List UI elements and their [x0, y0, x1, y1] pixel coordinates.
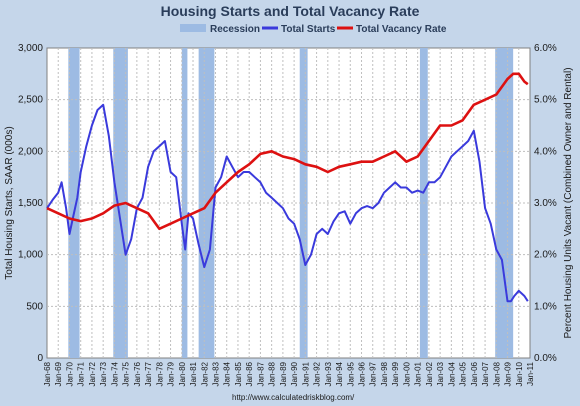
chart-title: Housing Starts and Total Vacancy Rate [161, 3, 420, 19]
y-axis-left-label: Total Housing Starts, SAAR (000s) [4, 126, 15, 279]
x-tick-label: Jan-02 [425, 361, 434, 386]
legend-label-vacancy-rate: Total Vacancy Rate [356, 24, 447, 35]
x-tick-label: Jan-69 [54, 361, 63, 386]
y-left-tick-label: 2,500 [18, 95, 43, 106]
x-tick-label: Jan-10 [515, 361, 524, 386]
x-tick-label: Jan-06 [470, 361, 479, 386]
x-tick-label: Jan-68 [43, 361, 52, 386]
x-tick-label: Jan-77 [144, 361, 153, 386]
x-tick-label: Jan-84 [223, 361, 232, 386]
x-tick-label: Jan-80 [178, 361, 187, 386]
x-tick-label: Jan-86 [245, 361, 254, 386]
x-tick-label: Jan-91 [301, 361, 310, 386]
x-tick-label: Jan-82 [200, 361, 209, 386]
x-tick-label: Jan-94 [335, 361, 344, 386]
x-tick-label: Jan-70 [66, 361, 75, 386]
y-left-tick-label: 1,500 [18, 198, 43, 209]
x-tick-label: Jan-87 [256, 361, 265, 386]
x-tick-label: Jan-99 [391, 361, 400, 386]
x-tick-label: Jan-97 [369, 361, 378, 386]
grid-lines [47, 48, 530, 358]
y-right-tick-label: 5.0% [534, 95, 557, 106]
x-tick-label: Jan-01 [414, 361, 423, 386]
source-credit: http://www.calculatedriskblog.com/ [232, 393, 355, 402]
y-right-tick-label: 6.0% [534, 43, 557, 54]
x-tick-label: Jan-08 [492, 361, 501, 386]
x-tick-label: Jan-92 [313, 361, 322, 386]
recession-band-0 [68, 48, 80, 358]
legend-label-recession: Recession [210, 24, 260, 35]
y-right-tick-label: 2.0% [534, 250, 557, 261]
y-left-tick-label: 3,000 [18, 43, 43, 54]
x-tick-label: Jan-71 [77, 361, 86, 386]
y-left-tick-label: 1,000 [18, 250, 43, 261]
x-tick-label: Jan-88 [268, 361, 277, 386]
series-layer [46, 72, 529, 303]
x-tick-label: Jan-89 [279, 361, 288, 386]
x-tick-label: Jan-83 [212, 361, 221, 386]
x-tick-label: Jan-75 [122, 361, 131, 386]
legend: Recession Total Starts Total Vacancy Rat… [180, 24, 447, 35]
x-tick-label: Jan-78 [155, 361, 164, 386]
x-tick-label: Jan-79 [167, 361, 176, 386]
x-tick-label: Jan-81 [189, 361, 198, 386]
x-tick-label: Jan-96 [358, 361, 367, 386]
y-right-tick-label: 1.0% [534, 301, 557, 312]
x-tick-label: Jan-74 [110, 361, 119, 386]
y-right-tick-label: 0.0% [534, 353, 557, 364]
x-tick-label: Jan-11 [526, 361, 535, 385]
x-tick-label: Jan-04 [447, 361, 456, 386]
x-tick-label: Jan-76 [133, 361, 142, 386]
y-right-tick-label: 3.0% [534, 198, 557, 209]
x-tick-label: Jan-93 [324, 361, 333, 386]
x-tick-label: Jan-85 [234, 361, 243, 386]
x-tick-label: Jan-07 [481, 361, 490, 386]
series-line-total-starts [46, 103, 529, 303]
legend-label-total-starts: Total Starts [281, 24, 336, 35]
x-tick-label: Jan-00 [402, 361, 411, 386]
x-tick-label: Jan-73 [99, 361, 108, 386]
x-tick-label: Jan-09 [504, 361, 513, 386]
x-tick-label: Jan-98 [380, 361, 389, 386]
y-axis-right: 0.0% 1.0% 2.0% 3.0% 4.0% 5.0% 6.0% [534, 43, 557, 364]
legend-swatch-recession [180, 24, 206, 32]
x-tick-label: Jan-05 [459, 361, 468, 386]
x-axis: Jan-68 Jan-69 Jan-70 Jan-71 Jan-72 Jan-73 Jan-… [43, 361, 535, 386]
x-tick-label: Jan-03 [436, 361, 445, 386]
y-axis-left: 0 500 1,000 1,500 2,000 2,500 3,000 [18, 43, 43, 364]
series-line-total-vacancy-rate [46, 72, 529, 231]
y-left-tick-label: 0 [37, 353, 43, 364]
y-left-tick-label: 2,000 [18, 146, 43, 157]
x-tick-label: Jan-90 [290, 361, 299, 386]
y-right-tick-label: 4.0% [534, 146, 557, 157]
x-tick-label: Jan-95 [346, 361, 355, 386]
y-axis-right-label: Percent Housing Units Vacant (Combined O… [563, 67, 574, 338]
x-tick-label: Jan-72 [88, 361, 97, 386]
y-left-tick-label: 500 [26, 301, 43, 312]
